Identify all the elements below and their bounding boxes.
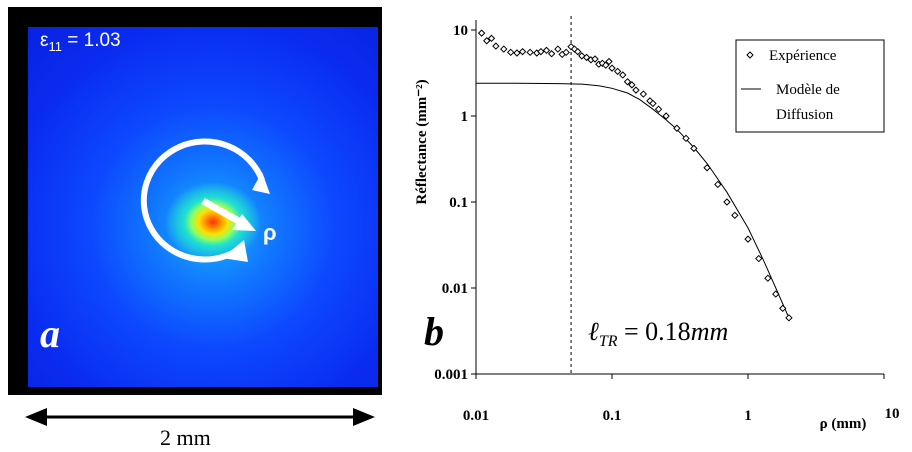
x-tick-label: 0.1 (603, 408, 622, 424)
experiment-point (628, 81, 636, 89)
y-axis-label: Réflectance (mm⁻²) (414, 79, 430, 204)
experiment-point (591, 55, 599, 63)
experiment-point (785, 314, 793, 322)
ltr-symbol: ℓ (588, 317, 599, 346)
ltr-value: = 0.18 (617, 317, 691, 346)
experiment-point (537, 47, 545, 56)
experiment-point (547, 50, 556, 58)
experiment-point (714, 180, 722, 189)
experiment-point (518, 47, 527, 56)
y-tick-label: 10 (453, 23, 468, 39)
experiment-point (483, 37, 491, 45)
experiment-point (764, 274, 772, 282)
reflectance-chart: 0.001 0.01 0.1 1 10 0.01 0.1 1 10 Réflectance (mm… (414, 16, 900, 432)
epsilon-subscript: 11 (48, 38, 62, 54)
x-tick-label: 0.01 (463, 408, 489, 424)
experiment-point (562, 48, 570, 57)
epsilon-symbol: ε (40, 30, 49, 51)
experiment-point (623, 78, 632, 86)
experiment-point (731, 211, 739, 220)
rho-label: ρ (263, 220, 277, 245)
x-axis-label: ρ (mm) (820, 416, 867, 432)
legend-diamond-icon (746, 51, 754, 59)
experiment-point (649, 99, 657, 108)
experiment-point (582, 53, 591, 62)
experiment-point (492, 42, 500, 50)
backscatter-image (28, 27, 378, 387)
experiment-point (487, 34, 496, 43)
ltr-subscript: TR (598, 333, 618, 351)
diffusion-model-line (476, 82, 790, 319)
y-tick-label: 0.01 (442, 281, 468, 297)
experiment-point (598, 59, 607, 68)
experiment-point (690, 144, 698, 153)
experiment-point (602, 61, 610, 69)
circular-arrow-icon (140, 138, 265, 263)
circular-arrow-head-icon (252, 172, 270, 194)
legend-item-diffusion-line2: Diffusion (776, 107, 834, 123)
experiment-point (682, 134, 690, 143)
rho-overlay (140, 138, 270, 263)
ltr-unit: mm (690, 317, 729, 346)
epsilon-label: ε11 = 1.03 (40, 30, 121, 54)
experiment-point (477, 29, 486, 37)
legend-item-experience: Expérience (769, 48, 837, 64)
experiment-point (605, 57, 613, 66)
experiment-point (779, 304, 787, 313)
scale-bar-label: 2 mm (160, 425, 211, 450)
y-tick-label: 0.001 (434, 367, 468, 383)
experiment-point (673, 124, 681, 132)
experiment-point (500, 45, 508, 53)
experiment-point (526, 48, 534, 57)
y-tick-label: 0.1 (449, 195, 468, 211)
experiment-point (723, 198, 731, 206)
experiment-point (542, 46, 551, 55)
experiment-point (513, 49, 521, 57)
legend-box (735, 39, 885, 133)
experiment-point (608, 64, 616, 72)
panel-b-letter: b (424, 309, 444, 354)
experiment-point (755, 254, 763, 263)
circular-arrow-tail-head-icon (222, 240, 248, 262)
scale-bar (25, 408, 375, 426)
experiment-point (772, 290, 780, 298)
experiment-point (574, 47, 582, 56)
experiment-point (507, 48, 515, 57)
x-tick-label: 10 (885, 406, 900, 422)
experiment-point (703, 164, 711, 172)
legend-item-diffusion-line1: Modèle de (776, 82, 840, 98)
experiment-point (632, 86, 640, 94)
experiment-point (744, 235, 752, 243)
experiment-point (613, 67, 622, 76)
experiment-point (639, 90, 648, 98)
experiment-point (619, 71, 627, 79)
y-tick-label: 1 (461, 109, 469, 125)
panel-a-letter: a (40, 311, 60, 356)
experiment-point (654, 105, 663, 113)
radial-arrow-icon (201, 197, 246, 228)
epsilon-value: = 1.03 (61, 30, 121, 51)
experiment-point (662, 112, 670, 120)
x-tick-label: 1 (744, 408, 752, 424)
radial-arrow-head-icon (232, 214, 256, 231)
ltr-annotation: ℓTR = 0.18mm (588, 317, 728, 351)
experiment-point (554, 45, 562, 53)
panel-a-image-frame (8, 7, 382, 395)
